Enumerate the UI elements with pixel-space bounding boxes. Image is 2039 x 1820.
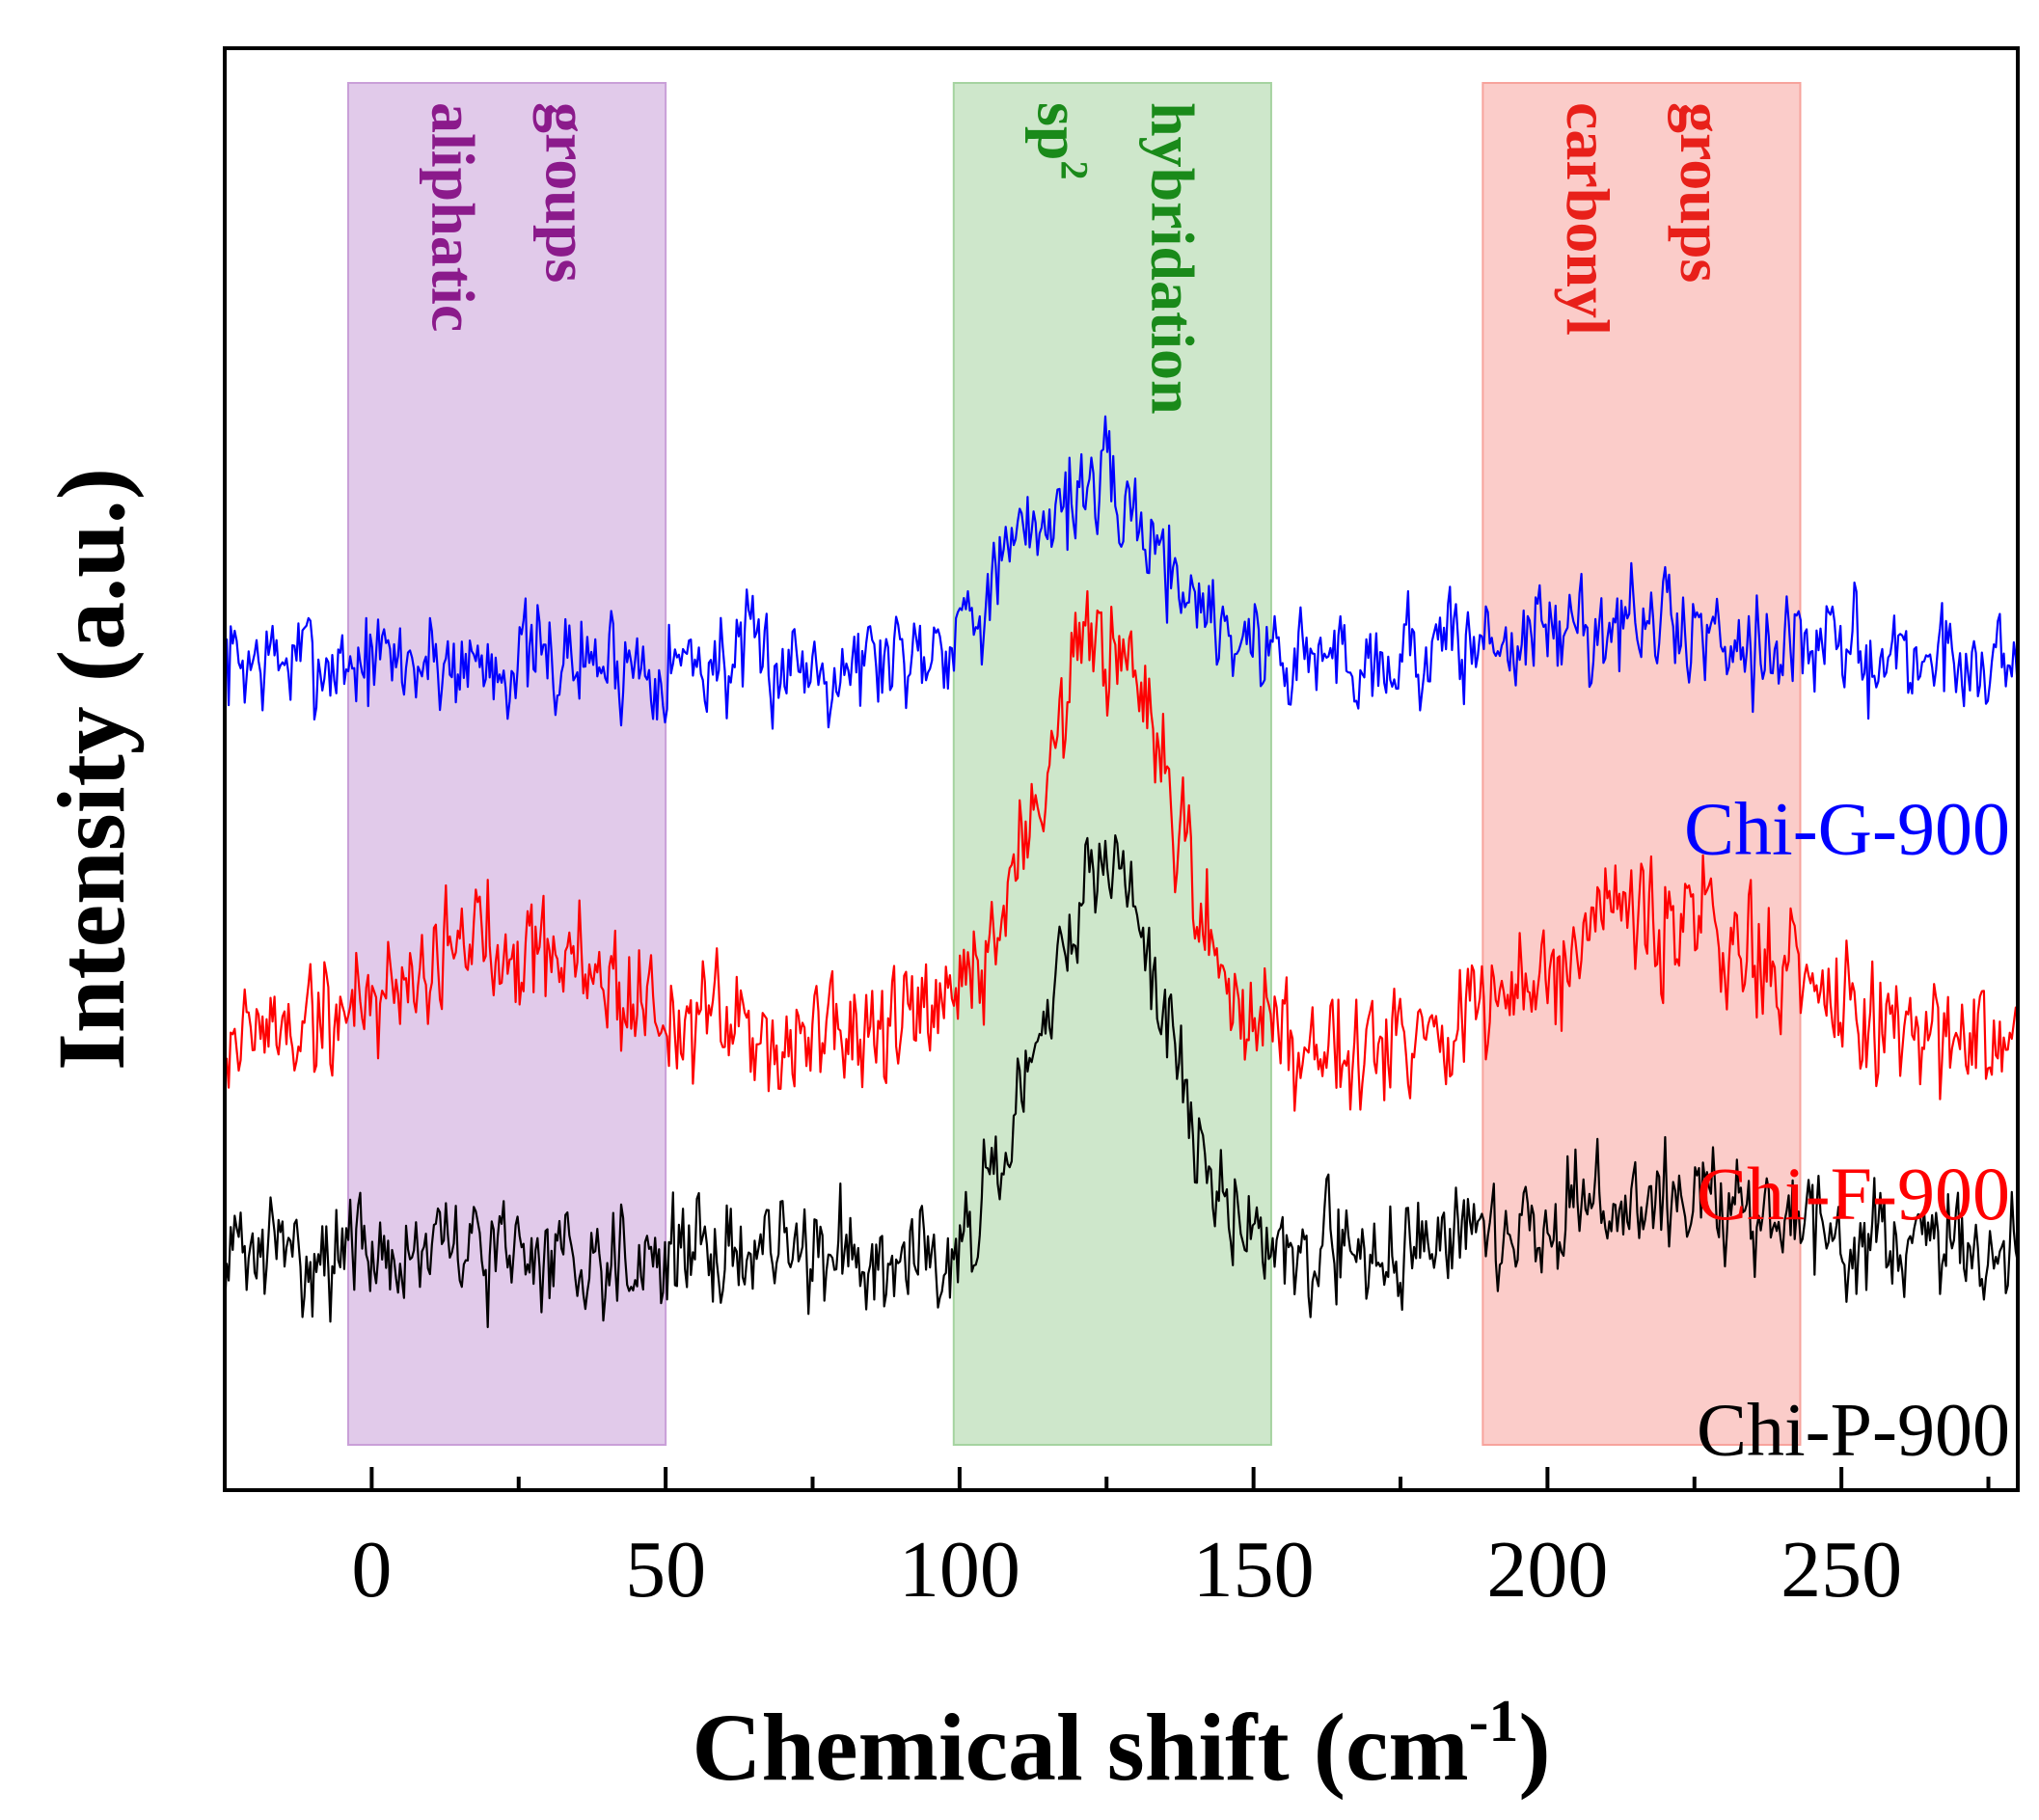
region-label-carbonyl-2: groups (1668, 102, 1736, 283)
x-axis-title: Chemical shift (cm-1) (692, 1689, 1550, 1801)
region-label-sp2-1: sp2 (1024, 102, 1096, 180)
region-label-carbonyl-1: carbonyl (1554, 102, 1622, 336)
x-axis-title-text: Chemical shift (cm (692, 1694, 1468, 1801)
region-label-aliphatic-2: groups (533, 102, 602, 283)
x-tick-label: 250 (1781, 1525, 1902, 1615)
region-sp2 (952, 82, 1272, 1446)
x-tick-label: 200 (1486, 1525, 1608, 1615)
x-tick-label: 50 (625, 1525, 706, 1615)
x-axis-ticks: 0 50 100 150 200 250 (223, 1467, 1991, 1615)
series-line-chi-g-900 (223, 415, 2020, 730)
region-labels: aliphatic groups sp2 hybridation carbonyl gro… (420, 102, 1736, 415)
series-label-chi-p-900: Chi-P-900 (1697, 1387, 2010, 1471)
region-label-aliphatic-1: aliphatic (420, 102, 488, 332)
y-axis-title: Intensity (a.u.) (38, 468, 145, 1071)
region-aliphatic (346, 82, 667, 1446)
highlight-regions (346, 82, 1802, 1446)
series-label-chi-f-900: Chi-F-900 (1697, 1152, 2010, 1236)
region-label-superscript: 2 (1052, 161, 1096, 180)
series-line-chi-f-900 (224, 589, 2020, 1112)
series-label-chi-g-900: Chi-G-900 (1684, 786, 2010, 870)
spectrum-lines (223, 415, 2020, 1329)
x-axis-title-superscript: -1 (1469, 1689, 1519, 1754)
series-labels: Chi-G-900 Chi-F-900 Chi-P-900 (1684, 786, 2010, 1471)
x-tick-label: 100 (899, 1525, 1020, 1615)
region-label-sp2-2: hybridation (1138, 102, 1207, 415)
x-axis-title-suffix: ) (1518, 1694, 1550, 1801)
x-tick-label: 150 (1193, 1525, 1315, 1615)
x-tick-label: 0 (351, 1525, 392, 1615)
region-carbonyl (1482, 82, 1802, 1446)
plot-frame (223, 46, 2020, 1492)
series-line-chi-p-900 (223, 833, 2020, 1329)
